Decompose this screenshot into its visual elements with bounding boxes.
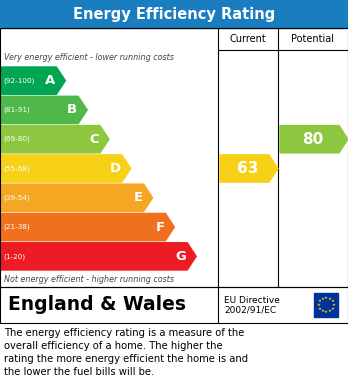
Text: ★: ★ xyxy=(328,309,332,314)
Text: (1-20): (1-20) xyxy=(3,253,25,260)
Text: C: C xyxy=(89,133,99,146)
Polygon shape xyxy=(280,126,348,153)
Text: overall efficiency of a home. The higher the: overall efficiency of a home. The higher… xyxy=(4,341,223,351)
Text: ★: ★ xyxy=(318,307,322,311)
Text: (81-91): (81-91) xyxy=(3,107,30,113)
Text: Very energy efficient - lower running costs: Very energy efficient - lower running co… xyxy=(4,54,174,63)
Polygon shape xyxy=(0,243,196,270)
Text: ★: ★ xyxy=(331,307,334,311)
Text: F: F xyxy=(155,221,164,233)
Polygon shape xyxy=(0,213,174,241)
Text: England & Wales: England & Wales xyxy=(8,296,186,314)
Polygon shape xyxy=(220,155,278,182)
Text: ★: ★ xyxy=(324,310,328,314)
Text: ★: ★ xyxy=(328,296,332,301)
Bar xyxy=(0,287,348,323)
Text: Potential: Potential xyxy=(292,34,334,44)
Text: B: B xyxy=(67,104,77,117)
Text: (55-68): (55-68) xyxy=(3,165,30,172)
Text: The energy efficiency rating is a measure of the: The energy efficiency rating is a measur… xyxy=(4,328,244,338)
Text: ★: ★ xyxy=(332,303,335,307)
Text: (21-38): (21-38) xyxy=(3,224,30,230)
Text: (69-80): (69-80) xyxy=(3,136,30,142)
Polygon shape xyxy=(0,126,109,153)
Polygon shape xyxy=(0,67,65,94)
Text: G: G xyxy=(175,250,186,263)
Text: EU Directive: EU Directive xyxy=(224,296,280,305)
Bar xyxy=(0,0,348,28)
Text: ★: ★ xyxy=(331,299,334,303)
Text: Energy Efficiency Rating: Energy Efficiency Rating xyxy=(73,7,275,22)
Text: D: D xyxy=(110,162,121,175)
Polygon shape xyxy=(0,184,153,212)
Bar xyxy=(314,293,338,317)
Text: ★: ★ xyxy=(318,299,322,303)
Text: ★: ★ xyxy=(321,296,324,301)
Polygon shape xyxy=(0,96,87,124)
Text: 63: 63 xyxy=(237,161,259,176)
Text: 2002/91/EC: 2002/91/EC xyxy=(224,306,276,315)
Bar xyxy=(0,28,348,287)
Text: Not energy efficient - higher running costs: Not energy efficient - higher running co… xyxy=(4,274,174,283)
Polygon shape xyxy=(0,155,131,182)
Text: ★: ★ xyxy=(317,303,321,307)
Text: ★: ★ xyxy=(321,309,324,314)
Text: 80: 80 xyxy=(302,132,324,147)
Text: (39-54): (39-54) xyxy=(3,195,30,201)
Text: E: E xyxy=(134,191,143,204)
Text: the lower the fuel bills will be.: the lower the fuel bills will be. xyxy=(4,367,154,377)
Text: rating the more energy efficient the home is and: rating the more energy efficient the hom… xyxy=(4,354,248,364)
Text: ★: ★ xyxy=(324,296,328,300)
Text: A: A xyxy=(45,74,55,87)
Text: (92-100): (92-100) xyxy=(3,77,34,84)
Text: Current: Current xyxy=(230,34,266,44)
